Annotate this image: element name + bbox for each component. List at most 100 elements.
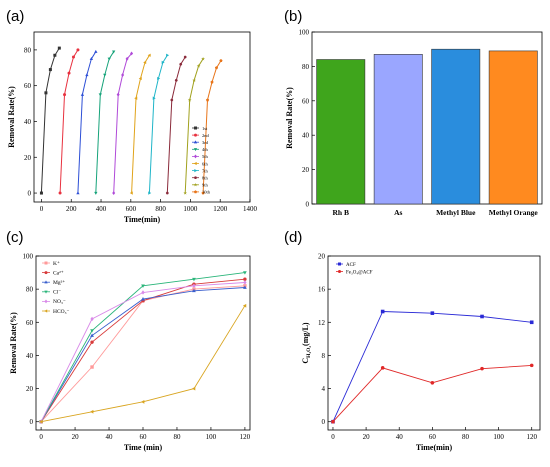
data-point [141, 284, 145, 288]
legend-marker [44, 271, 48, 275]
data-point [80, 92, 85, 96]
x-tick-label: 80 [173, 433, 181, 441]
data-point [201, 56, 205, 61]
data-point [39, 191, 43, 195]
data-point [152, 96, 156, 100]
y-tick-label: 0 [30, 418, 34, 426]
data-point [141, 290, 145, 295]
y-axis-title: Removal Rate(%) [9, 312, 18, 374]
data-point [125, 56, 129, 61]
x-axis-title: Time(min) [124, 215, 161, 224]
legend-label: K⁺ [53, 260, 60, 267]
legend-marker [194, 133, 197, 137]
data-point [219, 58, 223, 62]
plot-frame [33, 31, 251, 203]
panel-label-b: (b) [284, 8, 302, 25]
chart-c: 0 20 40 60 80 100 120 0 20 40 60 80 100 Time (min) Rem… [9, 253, 251, 453]
data-point [90, 329, 94, 333]
data-point [165, 191, 169, 195]
bar [431, 48, 481, 205]
data-point [480, 314, 484, 319]
y-tick-label: 40 [24, 118, 32, 126]
data-point [331, 419, 335, 424]
y-tick-label: 100 [299, 29, 310, 37]
y-tick-label: 0 [306, 201, 310, 209]
data-point [183, 55, 187, 59]
legend-marker [193, 161, 197, 166]
data-point [57, 46, 61, 50]
data-point [148, 191, 152, 195]
legend-label: 9th [202, 183, 209, 188]
legend-label: 8th [202, 176, 209, 181]
data-point [116, 92, 120, 97]
data-point [90, 316, 94, 322]
data-point [67, 71, 71, 75]
data-point [48, 68, 52, 72]
bar [316, 59, 366, 205]
chart-b: 0 20 40 60 80 100 Rh B As Methyl Blue Methyl Oran… [285, 29, 543, 217]
x-tick-label: 100 [493, 433, 504, 441]
data-point [134, 96, 138, 100]
legend-marker [194, 154, 197, 159]
y-tick-label: 0 [28, 190, 32, 198]
data-point [129, 191, 133, 195]
panel-label-a: (a) [6, 8, 24, 25]
data-point [380, 309, 385, 314]
legend-label: Fe₃O₄@ACF [346, 270, 373, 275]
x-tick-label: 80 [462, 433, 470, 441]
category-label: Methyl Orange [489, 208, 539, 217]
legend-marker [194, 126, 197, 130]
legend-marker [44, 280, 48, 284]
data-point [214, 66, 219, 70]
data-point [107, 57, 111, 61]
data-point [174, 79, 178, 82]
data-point [90, 409, 94, 414]
x-tick-label: 40 [106, 433, 114, 441]
y-tick-label: 60 [24, 82, 32, 90]
data-point [98, 93, 102, 97]
y-tick-label: 20 [318, 253, 326, 261]
x-tick-label: 1000 [183, 205, 198, 213]
data-point [192, 277, 196, 282]
legend-marker [193, 140, 198, 144]
x-tick-label: 600 [126, 205, 137, 213]
y-tick-label: 80 [26, 286, 34, 294]
x-tick-label: 0 [331, 433, 335, 441]
legend-label: 3rd [202, 140, 209, 145]
x-tick-label: 200 [66, 205, 77, 213]
data-point [179, 62, 183, 66]
data-point [192, 78, 197, 82]
bar [488, 50, 538, 205]
legend-label: 7th [202, 168, 209, 173]
series-line [95, 51, 115, 194]
data-point [380, 366, 385, 370]
legend-label: ACF [346, 263, 356, 268]
x-tick-label: 0 [40, 205, 44, 213]
data-point [242, 303, 247, 308]
y-axis-title-sub: H₂O₂ [306, 346, 312, 358]
series-line [148, 55, 168, 194]
y-tick-label: 4 [322, 385, 326, 393]
y-tick-label: 60 [302, 97, 310, 105]
data-point [71, 55, 75, 59]
x-tick-label: 20 [72, 433, 80, 441]
data-point [112, 50, 116, 54]
data-point [90, 340, 94, 344]
data-point [63, 93, 67, 97]
legend-label: HCO₃⁻ [53, 309, 70, 315]
data-point [147, 53, 151, 57]
data-point [44, 91, 48, 95]
y-tick-label: 80 [302, 63, 310, 71]
series-line [332, 311, 532, 422]
series-line [40, 272, 245, 422]
x-axis-title: Time (min) [124, 443, 163, 452]
x-tick-label: 400 [96, 205, 107, 213]
data-point [39, 419, 43, 424]
data-point [192, 283, 196, 289]
y-tick-label: 8 [322, 352, 326, 360]
legend-label: NO₃⁻ [53, 299, 66, 305]
data-point [121, 72, 125, 77]
y-axis-title: Removal Rate(%) [285, 87, 294, 149]
data-point [192, 288, 196, 293]
